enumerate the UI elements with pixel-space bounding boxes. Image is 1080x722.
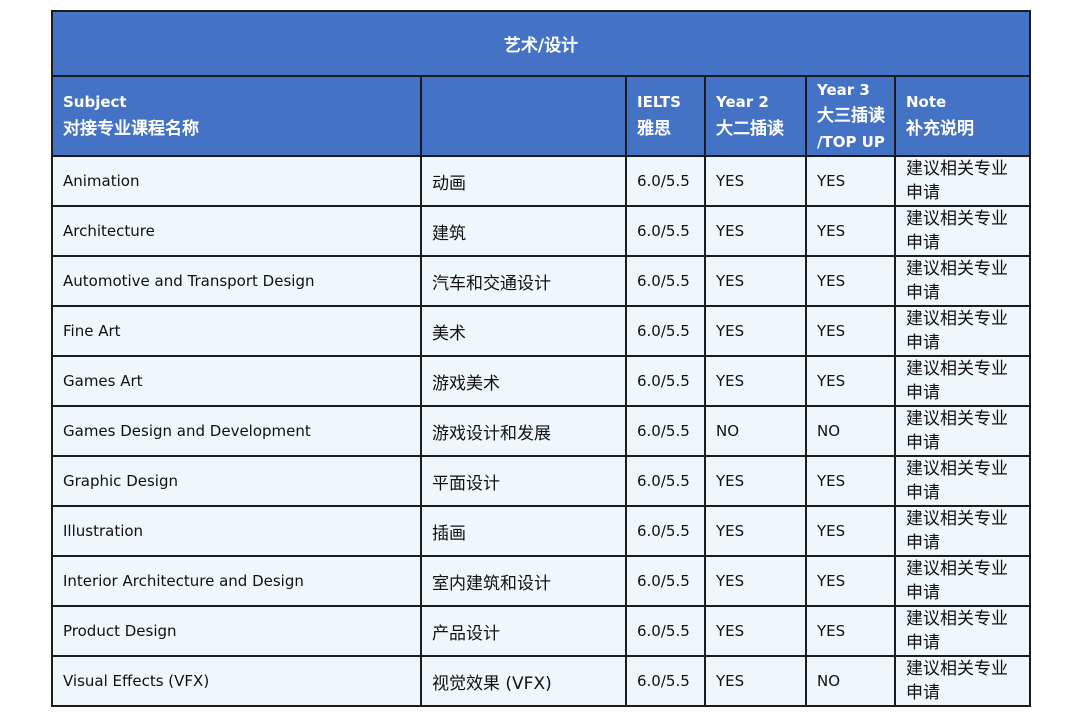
cell-year3: NO xyxy=(805,655,896,707)
cell-chinese-name: 游戏美术 xyxy=(420,355,627,407)
cell-year2: NO xyxy=(704,405,807,457)
cell-subject: Games Art xyxy=(51,355,422,407)
cell-chinese-name: 汽车和交通设计 xyxy=(420,255,627,307)
cell-year3: YES xyxy=(805,505,896,557)
cell-ielts: 6.0/5.5 xyxy=(625,455,706,507)
cell-note: 建议相关专业申请 xyxy=(894,255,1031,307)
cell-year3: YES xyxy=(805,155,896,207)
cell-year3: NO xyxy=(805,405,896,457)
header-note-en: Note xyxy=(906,93,947,111)
header-year3: Year 3 大三插读 /TOP UP xyxy=(805,75,896,157)
cell-subject: Illustration xyxy=(51,505,422,557)
header-year3-en: Year 3 xyxy=(817,81,870,99)
cell-subject: Automotive and Transport Design xyxy=(51,255,422,307)
header-year2: Year 2 大二插读 xyxy=(704,75,807,157)
cell-ielts: 6.0/5.5 xyxy=(625,405,706,457)
cell-year3: YES xyxy=(805,455,896,507)
cell-year3: YES xyxy=(805,305,896,357)
cell-ielts: 6.0/5.5 xyxy=(625,505,706,557)
table-row: Games Art 游戏美术 6.0/5.5 YES YES 建议相关专业申请 xyxy=(51,355,1031,407)
table-row: Architecture 建筑 6.0/5.5 YES YES 建议相关专业申请 xyxy=(51,205,1031,257)
cell-chinese-name: 室内建筑和设计 xyxy=(420,555,627,607)
cell-note: 建议相关专业申请 xyxy=(894,605,1031,657)
cell-note: 建议相关专业申请 xyxy=(894,505,1031,557)
cell-subject: Graphic Design xyxy=(51,455,422,507)
cell-ielts: 6.0/5.5 xyxy=(625,655,706,707)
cell-subject: Architecture xyxy=(51,205,422,257)
cell-subject: Product Design xyxy=(51,605,422,657)
cell-chinese-name: 建筑 xyxy=(420,205,627,257)
cell-chinese-name: 美术 xyxy=(420,305,627,357)
cell-note: 建议相关专业申请 xyxy=(894,155,1031,207)
cell-chinese-name: 游戏设计和发展 xyxy=(420,405,627,457)
cell-ielts: 6.0/5.5 xyxy=(625,555,706,607)
cell-year3: YES xyxy=(805,605,896,657)
cell-year2: YES xyxy=(704,605,807,657)
cell-subject: Games Design and Development xyxy=(51,405,422,457)
cell-chinese-name: 平面设计 xyxy=(420,455,627,507)
title-row: 艺术/设计 xyxy=(51,10,1031,77)
header-ielts: IELTS 雅思 xyxy=(625,75,706,157)
header-subject-en: Subject xyxy=(63,93,127,111)
table-row: Illustration 插画 6.0/5.5 YES YES 建议相关专业申请 xyxy=(51,505,1031,557)
cell-ielts: 6.0/5.5 xyxy=(625,255,706,307)
table-title: 艺术/设计 xyxy=(51,10,1031,77)
course-table: 艺术/设计 Subject 对接专业课程名称 IELTS 雅思 Year 2 大… xyxy=(51,10,1031,707)
cell-note: 建议相关专业申请 xyxy=(894,655,1031,707)
cell-year2: YES xyxy=(704,305,807,357)
cell-subject: Animation xyxy=(51,155,422,207)
table-row: Visual Effects (VFX) 视觉效果 (VFX) 6.0/5.5 YES… xyxy=(51,655,1031,707)
cell-subject: Fine Art xyxy=(51,305,422,357)
header-year3-cn: 大三插读 xyxy=(817,106,885,126)
cell-note: 建议相关专业申请 xyxy=(894,205,1031,257)
table-row: Animation 动画 6.0/5.5 YES YES 建议相关专业申请 xyxy=(51,155,1031,207)
cell-year2: YES xyxy=(704,455,807,507)
cell-year2: YES xyxy=(704,355,807,407)
cell-note: 建议相关专业申请 xyxy=(894,405,1031,457)
cell-note: 建议相关专业申请 xyxy=(894,555,1031,607)
table-row: Fine Art 美术 6.0/5.5 YES YES 建议相关专业申请 xyxy=(51,305,1031,357)
cell-year3: YES xyxy=(805,255,896,307)
cell-year2: YES xyxy=(704,255,807,307)
header-subject: Subject 对接专业课程名称 xyxy=(51,75,422,157)
header-note-cn: 补充说明 xyxy=(906,119,974,139)
cell-subject: Interior Architecture and Design xyxy=(51,555,422,607)
table-row: Graphic Design 平面设计 6.0/5.5 YES YES 建议相关专业申请 xyxy=(51,455,1031,507)
table-row: Games Design and Development 游戏设计和发展 6.0/5… xyxy=(51,405,1031,457)
cell-ielts: 6.0/5.5 xyxy=(625,205,706,257)
cell-year2: YES xyxy=(704,555,807,607)
cell-ielts: 6.0/5.5 xyxy=(625,355,706,407)
cell-note: 建议相关专业申请 xyxy=(894,355,1031,407)
header-subject-cn: 对接专业课程名称 xyxy=(63,119,199,139)
cell-chinese-name: 动画 xyxy=(420,155,627,207)
header-ielts-cn: 雅思 xyxy=(637,119,671,139)
header-year3-topup: /TOP UP xyxy=(817,133,885,151)
cell-note: 建议相关专业申请 xyxy=(894,305,1031,357)
header-year2-en: Year 2 xyxy=(716,93,769,111)
cell-chinese-name: 产品设计 xyxy=(420,605,627,657)
header-chinese-name xyxy=(420,75,627,157)
table-row: Automotive and Transport Design 汽车和交通设计 6.… xyxy=(51,255,1031,307)
cell-year3: YES xyxy=(805,355,896,407)
header-row: Subject 对接专业课程名称 IELTS 雅思 Year 2 大二插读 Ye… xyxy=(51,75,1031,157)
header-ielts-en: IELTS xyxy=(637,93,681,111)
cell-ielts: 6.0/5.5 xyxy=(625,305,706,357)
cell-ielts: 6.0/5.5 xyxy=(625,605,706,657)
cell-year2: YES xyxy=(704,505,807,557)
cell-year2: YES xyxy=(704,655,807,707)
cell-year2: YES xyxy=(704,205,807,257)
table-row: Product Design 产品设计 6.0/5.5 YES YES 建议相关专业申请 xyxy=(51,605,1031,657)
cell-note: 建议相关专业申请 xyxy=(894,455,1031,507)
cell-year3: YES xyxy=(805,555,896,607)
cell-chinese-name: 视觉效果 (VFX) xyxy=(420,655,627,707)
table-row: Interior Architecture and Design 室内建筑和设计 6… xyxy=(51,555,1031,607)
cell-ielts: 6.0/5.5 xyxy=(625,155,706,207)
cell-year2: YES xyxy=(704,155,807,207)
cell-year3: YES xyxy=(805,205,896,257)
header-note: Note 补充说明 xyxy=(894,75,1031,157)
cell-subject: Visual Effects (VFX) xyxy=(51,655,422,707)
cell-chinese-name: 插画 xyxy=(420,505,627,557)
header-year2-cn: 大二插读 xyxy=(716,119,784,139)
